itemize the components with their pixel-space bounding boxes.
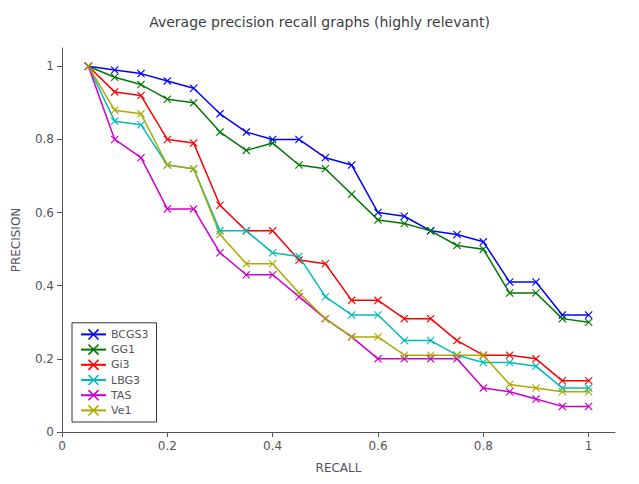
svg-text:0.4: 0.4 [263,439,282,453]
svg-text:TAS: TAS [110,389,131,402]
svg-text:Average precision recall graph: Average precision recall graphs (highly … [149,14,490,30]
svg-text:PRECISION: PRECISION [9,208,23,273]
svg-text:0: 0 [58,439,66,453]
svg-text:0.4: 0.4 [35,279,54,293]
svg-text:0: 0 [46,425,54,439]
svg-text:1: 1 [585,439,593,453]
svg-text:0.2: 0.2 [158,439,177,453]
svg-text:LBG3: LBG3 [111,374,140,387]
svg-text:0.2: 0.2 [35,352,54,366]
svg-text:Gi3: Gi3 [111,358,130,371]
svg-text:0.6: 0.6 [368,439,387,453]
svg-text:0.8: 0.8 [35,132,54,146]
svg-text:0.8: 0.8 [474,439,493,453]
svg-text:RECALL: RECALL [316,461,362,475]
svg-text:0.6: 0.6 [35,206,54,220]
svg-text:BCGS3: BCGS3 [111,328,149,341]
svg-text:GG1: GG1 [111,343,135,356]
svg-text:1: 1 [46,59,54,73]
svg-text:Ve1: Ve1 [111,404,131,417]
